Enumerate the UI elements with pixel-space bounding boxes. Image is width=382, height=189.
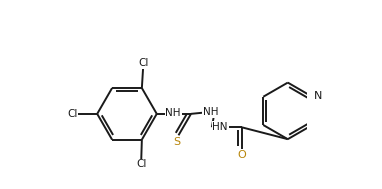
Text: O: O: [237, 150, 246, 160]
Text: Cl: Cl: [67, 109, 78, 119]
Text: NH: NH: [165, 108, 181, 118]
Text: NH: NH: [202, 107, 218, 117]
Text: Cl: Cl: [138, 58, 149, 68]
Text: S: S: [173, 137, 181, 147]
Text: N: N: [314, 91, 322, 101]
Text: HN: HN: [212, 122, 228, 132]
Text: Cl: Cl: [136, 159, 147, 169]
